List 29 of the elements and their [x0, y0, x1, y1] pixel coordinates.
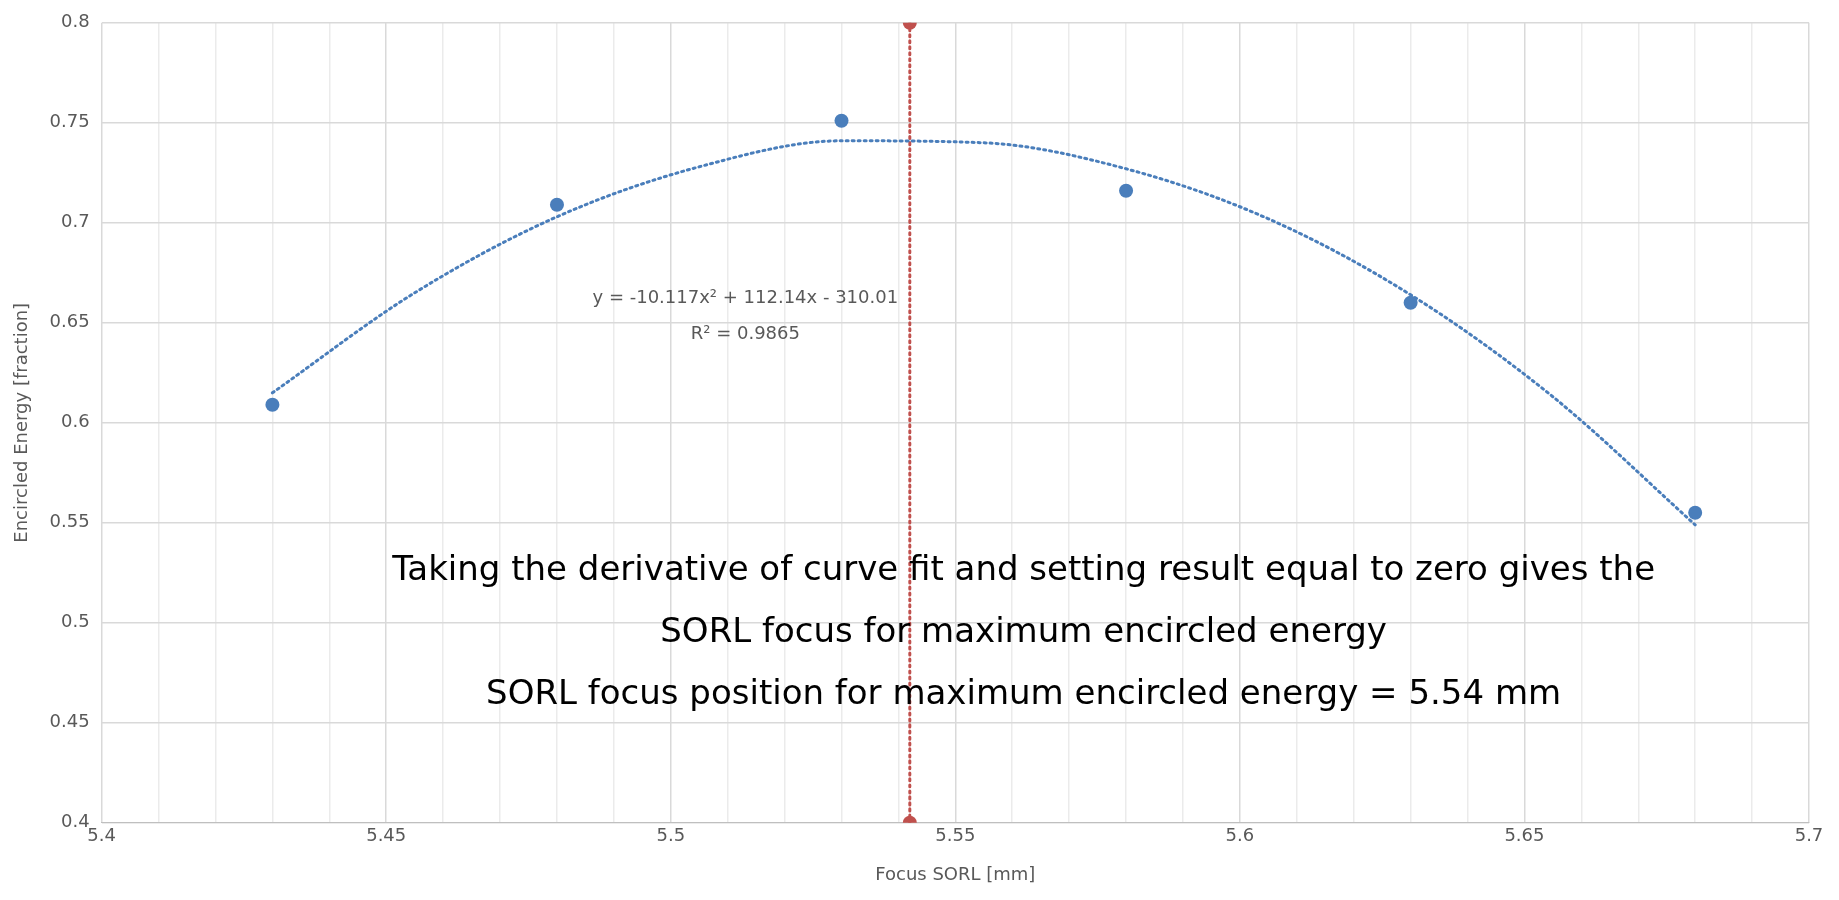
point — [1688, 505, 1703, 520]
x-tick-label: 5.55 — [935, 824, 976, 846]
y-tick-label: 0.45 — [49, 710, 90, 732]
annotation: y = -10.117x² + 112.14x - 310.01 — [592, 286, 899, 308]
annotation: SORL focus position for maximum encircled energy = 5.54 mm — [486, 672, 1562, 713]
annotation: R² = 0.9865 — [690, 322, 800, 344]
x-tick-label: 5.65 — [1504, 824, 1545, 846]
x-axis-title: Focus SORL [mm] — [875, 862, 1036, 884]
annotation: Taking the derivative of curve fit and setting result equal to zero gives the — [391, 547, 1656, 588]
annotation: SORL focus for maximum encircled energy — [660, 610, 1387, 651]
y-tick-label: 0.65 — [49, 310, 90, 332]
y-tick-label: 0.55 — [49, 510, 90, 532]
y-tick-label: 0.5 — [61, 610, 90, 632]
y-tick-label: 0.6 — [61, 410, 90, 432]
x-tick-label: 5.6 — [1225, 824, 1255, 846]
y-tick-label: 0.75 — [49, 110, 90, 132]
x-tick-label: 5.4 — [87, 824, 116, 846]
x-tick-label: 5.45 — [366, 824, 407, 846]
x-tick-label: 5.5 — [656, 824, 686, 846]
point — [549, 197, 564, 212]
y-tick-label: 0.8 — [61, 10, 90, 32]
point — [1119, 183, 1134, 198]
x-tick-label: 5.7 — [1794, 824, 1824, 846]
y-axis-title: Encircled Energy [fraction] — [10, 302, 32, 543]
y-tick-label: 0.7 — [61, 210, 90, 232]
point — [265, 397, 280, 412]
y-tick-label: 0.4 — [61, 810, 90, 832]
point — [834, 113, 849, 128]
point — [1403, 295, 1418, 310]
